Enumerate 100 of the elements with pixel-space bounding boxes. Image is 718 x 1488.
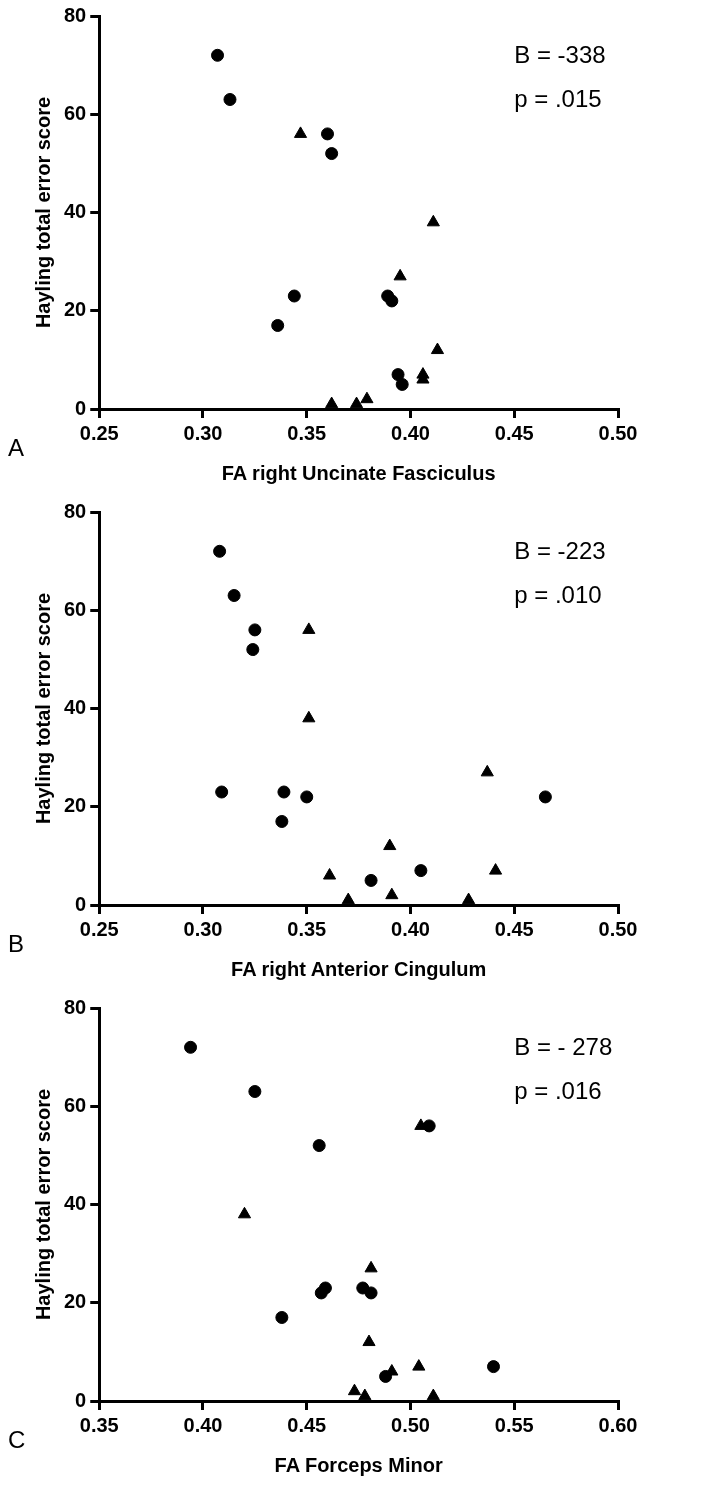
point [393,268,407,281]
point [211,48,225,62]
x-tick-label: 0.50 [391,1413,430,1436]
x-tick-label: 0.40 [391,421,430,444]
text: A [8,433,25,461]
x-tick-label: 0.50 [598,917,638,940]
point [248,1085,262,1099]
x-tick-label: 0.35 [79,1413,119,1436]
y-tick-label: 0 [75,1388,87,1411]
point [487,1360,500,1374]
point [325,396,339,409]
point [347,1383,362,1396]
x-tick-label: 0.45 [287,1413,327,1436]
point [302,710,316,723]
point [277,785,291,799]
point [325,147,339,161]
point [385,887,399,900]
point [312,1139,326,1153]
point [287,289,301,303]
y-tick-label: 80 [64,995,87,1018]
annotation: p = .016 [514,1076,602,1104]
point [275,814,289,828]
x-tick-label: 0.55 [494,1413,534,1436]
point [246,643,260,657]
point [364,1260,378,1273]
point [462,892,476,905]
y-axis-title: Hayling total error score [31,1088,54,1321]
x-tick-label: 0.30 [183,917,223,940]
point [215,785,229,799]
point [422,1119,436,1133]
point [275,1310,289,1324]
point [358,1388,372,1401]
point [227,589,241,603]
x-tick-label: 0.30 [183,421,223,444]
point [237,1206,252,1219]
x-tick-label: 0.50 [598,421,638,444]
x-tick-label: 0.35 [287,917,327,940]
y-tick-label: 60 [64,101,87,124]
point [412,1359,426,1371]
point [341,892,355,905]
point [323,868,337,880]
y-tick-label: 40 [64,696,87,719]
y-tick-label: 60 [64,597,87,620]
x-axis-title: FA Forceps Minor [274,1453,443,1476]
point [364,1286,378,1300]
x-tick-label: 0.25 [79,917,119,940]
point [223,93,237,107]
y-tick-label: 60 [64,1093,87,1116]
point [414,864,428,878]
y-axis-title: Hayling total error score [31,592,54,825]
point [379,1369,393,1383]
annotation: p = .015 [514,84,602,112]
point [480,764,494,777]
annotation: p = .010 [514,580,602,608]
point [248,623,262,637]
y-tick-label: 20 [64,1290,87,1313]
point [318,1281,332,1295]
text: C [8,1425,26,1453]
y-tick-label: 20 [64,298,87,321]
point [430,342,445,355]
x-axis-title: FA right Uncinate Fasciculus [221,461,496,484]
y-tick-label: 40 [64,1192,87,1215]
point [383,838,397,851]
point [395,377,409,391]
point [271,318,285,332]
x-tick-label: 0.35 [287,421,327,444]
x-tick-label: 0.45 [494,917,534,940]
point [184,1040,198,1054]
y-tick-label: 0 [75,892,87,915]
y-tick-label: 40 [64,200,87,223]
point [293,126,308,138]
point [385,294,399,308]
x-tick-label: 0.40 [391,917,430,940]
point [391,368,405,382]
annotation: B = -338 [514,40,606,68]
x-tick-label: 0.60 [598,1413,638,1436]
point [302,622,316,634]
annotation: B = - 278 [514,1032,613,1060]
point [362,1334,376,1347]
point [349,396,364,409]
y-tick-label: 80 [64,3,87,26]
x-tick-label: 0.45 [494,421,534,444]
point [489,863,503,875]
point [213,544,227,558]
x-axis-title: FA right Anterior Cingulum [231,957,487,980]
x-tick-label: 0.25 [79,421,119,444]
text: B [8,929,25,957]
y-tick-label: 80 [64,499,87,522]
point [360,391,374,404]
x-tick-label: 0.40 [183,1413,223,1436]
point [426,1388,440,1401]
point [300,790,314,804]
point [364,873,378,887]
point [538,790,552,804]
y-tick-label: 20 [64,794,87,817]
y-axis-title: Hayling total error score [31,96,54,329]
point [321,127,334,141]
annotation: B = -223 [514,536,606,564]
point [426,214,440,227]
y-tick-label: 0 [75,396,87,419]
